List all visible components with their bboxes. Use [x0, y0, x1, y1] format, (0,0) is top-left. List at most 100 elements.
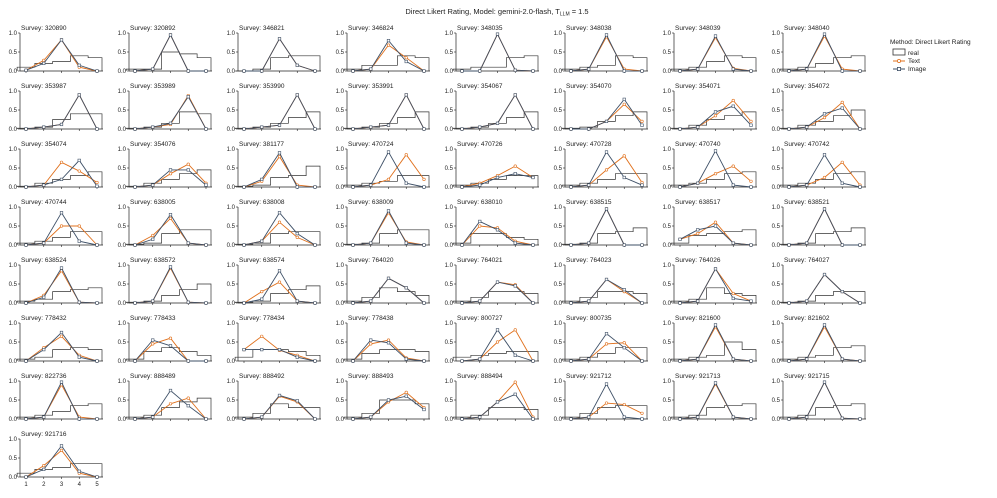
real-distribution — [561, 55, 648, 71]
image-point — [696, 415, 700, 419]
panel-title: Survey: 800727 — [457, 315, 503, 322]
image-point — [822, 380, 827, 384]
image-point — [805, 67, 809, 71]
y-tick-label: 0.0 — [118, 359, 127, 365]
panel-778438: Survey: 778438 0.0 0.5 1.0 — [336, 315, 430, 365]
y-tick-label: 0.0 — [554, 185, 563, 191]
image-point — [42, 467, 46, 472]
image-point — [386, 341, 391, 345]
image-point — [186, 359, 190, 363]
image-point — [858, 185, 862, 189]
image-point — [186, 168, 190, 172]
image-point — [696, 299, 700, 303]
y-tick-label: 0.5 — [554, 282, 563, 288]
panel-354072: Survey: 354072 0.0 0.5 1.0 — [772, 83, 866, 133]
image-point — [42, 295, 46, 299]
panel-title: Survey: 800735 — [566, 315, 612, 322]
panel-title: Survey: 320892 — [130, 25, 176, 32]
text-point — [622, 102, 626, 106]
image-point — [59, 211, 64, 215]
text-point — [277, 280, 282, 284]
image-point — [386, 209, 391, 213]
image-point — [59, 380, 64, 384]
image-point — [295, 299, 299, 303]
image-point — [495, 121, 500, 125]
panel-764021: Survey: 764021 0.0 0.5 1.0 — [445, 257, 539, 307]
image-point — [569, 301, 573, 305]
image-point — [749, 123, 753, 127]
image-point — [313, 417, 317, 421]
image-point — [478, 357, 482, 361]
panel-title: Survey: 348035 — [457, 25, 503, 32]
panel-title: Survey: 888492 — [239, 373, 285, 380]
panel-638572: Survey: 638572 0.0 0.5 1.0 — [118, 257, 212, 307]
image-point — [696, 67, 700, 71]
image-point — [77, 355, 81, 359]
image-point — [260, 69, 264, 73]
image-point — [805, 183, 809, 187]
image-point — [787, 359, 791, 363]
image-series-line — [352, 277, 425, 304]
image-point — [77, 93, 81, 97]
y-tick-label: 0.0 — [445, 185, 454, 191]
image-point — [351, 185, 355, 189]
image-point — [168, 33, 173, 37]
y-tick-label: 0.5 — [118, 340, 127, 346]
panel-470742: Survey: 470742 0.0 0.5 1.0 — [772, 141, 866, 191]
image-point — [805, 357, 809, 361]
real-distribution — [779, 55, 866, 71]
image-point — [696, 357, 700, 361]
text-point — [696, 232, 700, 236]
y-tick-label: 0.5 — [118, 224, 127, 230]
text-point — [59, 334, 64, 338]
image-point — [42, 241, 46, 245]
image-point — [42, 347, 46, 352]
y-tick-label: 1.0 — [772, 379, 781, 385]
image-point — [622, 97, 626, 101]
image-point — [531, 127, 535, 131]
y-tick-label: 1.0 — [227, 147, 236, 153]
image-point — [678, 237, 682, 241]
real-distribution — [561, 405, 648, 419]
panel-title: Survey: 921715 — [784, 373, 830, 380]
text-point — [404, 56, 408, 60]
image-point — [133, 359, 137, 363]
text-series-line — [462, 33, 534, 72]
panel-title: Survey: 348038 — [566, 25, 612, 32]
image-point — [204, 417, 208, 421]
image-point — [277, 37, 282, 41]
text-series-line — [679, 325, 752, 362]
text-point — [640, 411, 644, 415]
y-tick-label: 0.0 — [554, 359, 563, 365]
real-distribution — [343, 229, 430, 245]
image-point — [313, 127, 317, 131]
panel-title: Survey: 638009 — [348, 199, 394, 206]
y-tick-label: 0.0 — [118, 185, 127, 191]
image-point — [604, 150, 609, 154]
image-point — [640, 359, 644, 363]
panel-title: Survey: 470744 — [21, 199, 67, 206]
panel-title: Survey: 381177 — [239, 141, 284, 148]
text-series-line — [244, 37, 316, 72]
y-tick-label: 0.0 — [445, 359, 454, 365]
image-point — [133, 69, 137, 73]
image-point — [569, 359, 573, 363]
panel-title: Survey: 470726 — [457, 141, 503, 148]
image-point — [587, 67, 591, 71]
y-tick-label: 0.0 — [772, 243, 781, 249]
image-point — [313, 185, 317, 189]
real-distribution — [670, 55, 757, 71]
y-tick-label: 0.0 — [336, 243, 345, 249]
real-distribution — [16, 287, 103, 303]
y-tick-label: 1.0 — [9, 321, 18, 327]
y-tick-label: 0.5 — [663, 282, 672, 288]
y-tick-label: 0.5 — [663, 166, 672, 172]
panel-778434: Survey: 778434 0.0 0.5 1.0 — [227, 315, 321, 365]
image-point — [858, 417, 862, 421]
image-point — [295, 232, 299, 236]
image-point — [77, 63, 81, 67]
y-tick-label: 0.5 — [445, 282, 454, 288]
text-point — [386, 338, 391, 342]
y-tick-label: 1.0 — [663, 89, 672, 95]
image-point — [404, 286, 408, 290]
